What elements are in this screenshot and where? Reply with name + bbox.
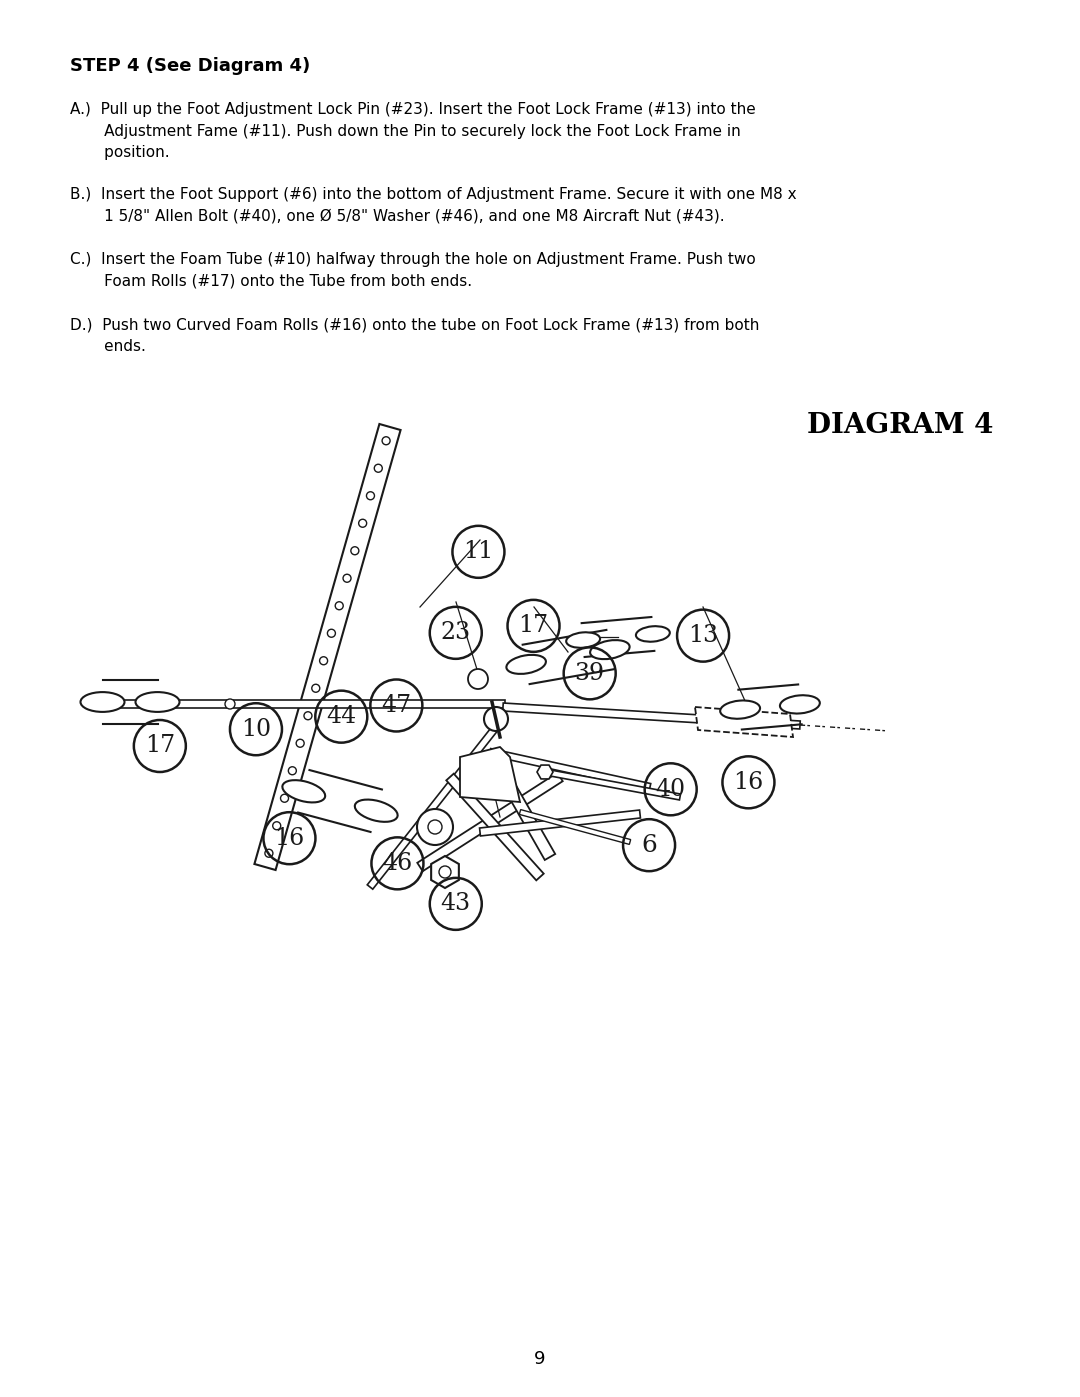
Polygon shape — [696, 707, 793, 738]
Ellipse shape — [507, 655, 545, 673]
Polygon shape — [519, 810, 631, 844]
Text: 40: 40 — [656, 778, 686, 800]
Polygon shape — [544, 770, 680, 800]
Circle shape — [382, 437, 390, 444]
Circle shape — [484, 707, 508, 731]
Polygon shape — [537, 766, 553, 780]
Text: 6: 6 — [642, 834, 657, 856]
Circle shape — [335, 602, 343, 609]
Text: DIAGRAM 4: DIAGRAM 4 — [807, 412, 994, 439]
Text: 13: 13 — [688, 624, 718, 647]
Text: 43: 43 — [441, 893, 471, 915]
Text: 10: 10 — [241, 718, 271, 740]
Text: 46: 46 — [382, 852, 413, 875]
Polygon shape — [485, 749, 555, 861]
Polygon shape — [503, 703, 800, 729]
Circle shape — [343, 574, 351, 583]
Text: 17: 17 — [145, 735, 175, 757]
Circle shape — [351, 546, 359, 555]
Text: 39: 39 — [575, 662, 605, 685]
Circle shape — [375, 464, 382, 472]
Ellipse shape — [566, 633, 600, 648]
Circle shape — [320, 657, 327, 665]
Circle shape — [417, 809, 453, 845]
Ellipse shape — [355, 799, 397, 821]
Circle shape — [265, 849, 273, 858]
Text: 17: 17 — [518, 615, 549, 637]
Ellipse shape — [81, 692, 124, 712]
Polygon shape — [460, 747, 519, 802]
Polygon shape — [255, 425, 401, 870]
Circle shape — [438, 866, 451, 877]
Polygon shape — [367, 715, 507, 888]
Circle shape — [273, 821, 281, 830]
Ellipse shape — [135, 692, 179, 712]
Text: STEP 4 (See Diagram 4): STEP 4 (See Diagram 4) — [70, 57, 310, 75]
Polygon shape — [431, 856, 459, 888]
Circle shape — [281, 795, 288, 802]
Text: C.)  Insert the Foam Tube (#10) halfway through the hole on Adjustment Frame. Pu: C.) Insert the Foam Tube (#10) halfway t… — [70, 251, 756, 289]
Polygon shape — [417, 773, 563, 872]
Text: A.)  Pull up the Foot Adjustment Lock Pin (#23). Insert the Foot Lock Frame (#13: A.) Pull up the Foot Adjustment Lock Pin… — [70, 102, 756, 161]
Ellipse shape — [590, 640, 630, 659]
Text: 44: 44 — [326, 705, 356, 728]
Polygon shape — [489, 749, 651, 791]
Polygon shape — [120, 700, 505, 708]
Text: B.)  Insert the Foot Support (#6) into the bottom of Adjustment Frame. Secure it: B.) Insert the Foot Support (#6) into th… — [70, 187, 797, 224]
Ellipse shape — [636, 626, 670, 641]
Circle shape — [312, 685, 320, 693]
Ellipse shape — [780, 696, 820, 714]
Text: 11: 11 — [463, 541, 494, 563]
Ellipse shape — [282, 780, 325, 802]
Circle shape — [366, 492, 375, 500]
Text: 23: 23 — [441, 622, 471, 644]
Circle shape — [468, 669, 488, 689]
Ellipse shape — [720, 700, 760, 718]
Circle shape — [327, 629, 336, 637]
Text: D.)  Push two Curved Foam Rolls (#16) onto the tube on Foot Lock Frame (#13) fro: D.) Push two Curved Foam Rolls (#16) ont… — [70, 317, 759, 353]
Text: 16: 16 — [274, 827, 305, 849]
Circle shape — [288, 767, 296, 775]
Text: 47: 47 — [381, 694, 411, 717]
Text: 16: 16 — [733, 771, 764, 793]
Circle shape — [428, 820, 442, 834]
Circle shape — [296, 739, 305, 747]
Polygon shape — [446, 774, 543, 880]
Polygon shape — [480, 810, 640, 835]
Circle shape — [359, 520, 366, 527]
Circle shape — [225, 698, 235, 710]
Circle shape — [303, 711, 312, 719]
Text: 9: 9 — [535, 1350, 545, 1368]
